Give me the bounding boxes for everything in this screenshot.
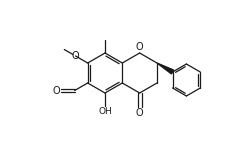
Text: O: O [52, 86, 60, 96]
Text: O: O [136, 41, 144, 51]
Text: O: O [72, 51, 79, 61]
Text: OH: OH [98, 107, 112, 116]
Polygon shape [157, 63, 174, 74]
Text: O: O [136, 108, 144, 118]
